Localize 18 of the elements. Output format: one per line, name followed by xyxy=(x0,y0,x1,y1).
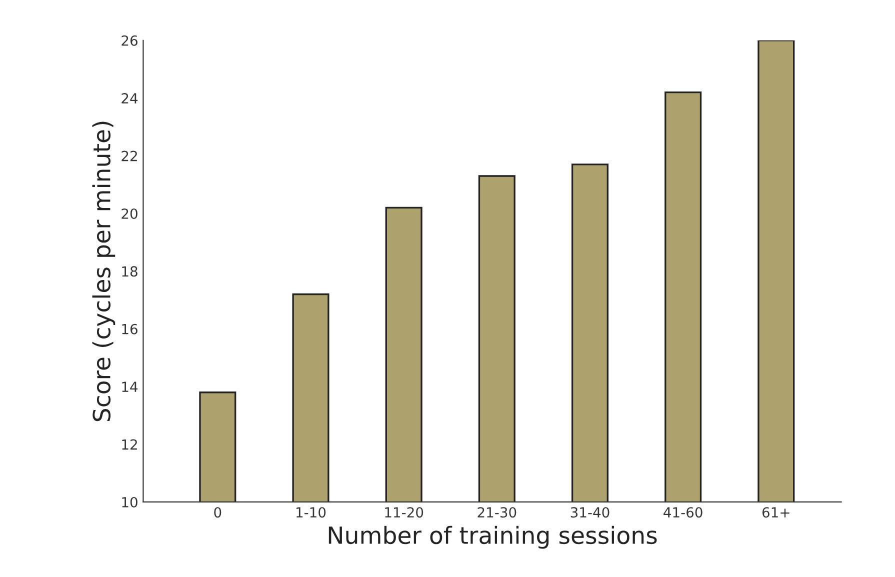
x-tick-label: 21-30 xyxy=(478,507,516,518)
y-tick-label: 16 xyxy=(122,324,138,334)
x-axis-title: Number of training sessions xyxy=(328,526,657,549)
y-tick-label: 12 xyxy=(122,439,137,450)
y-tick-label: 14 xyxy=(122,382,138,392)
y-tick-label: 24 xyxy=(122,93,138,104)
x-tick-label: 1-10 xyxy=(296,507,326,518)
y-tick-label: 26 xyxy=(122,35,138,46)
x-tick-label: 61+ xyxy=(762,507,790,518)
x-tick-label: 0 xyxy=(214,507,222,518)
x-tick-label: 31-40 xyxy=(570,507,610,518)
y-tick-label: 10 xyxy=(122,496,138,508)
y-tick-label: 18 xyxy=(122,266,138,277)
y-axis-title: Score (cycles per minute) xyxy=(92,122,116,422)
x-tick-label: 41-60 xyxy=(664,507,702,518)
y-tick-label: 20 xyxy=(122,208,138,219)
x-tick-label: 11-20 xyxy=(385,507,424,518)
y-tick-label: 22 xyxy=(122,150,137,162)
